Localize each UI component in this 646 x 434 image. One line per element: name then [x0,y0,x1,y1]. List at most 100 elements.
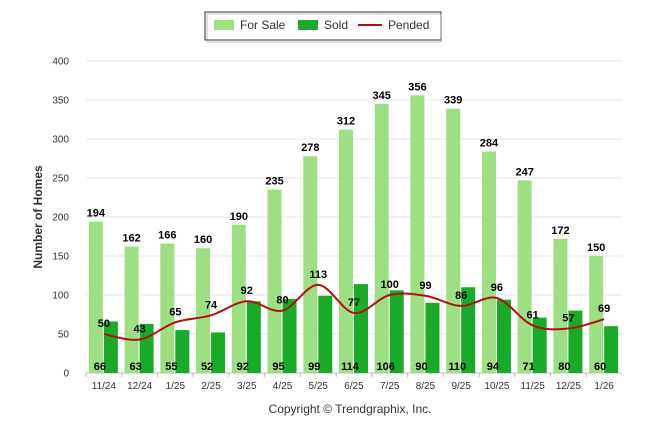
data-label-for-sale: 190 [230,211,248,223]
bar-sold [211,332,226,373]
bar-sold [496,299,511,373]
y-tick-label: 350 [52,96,69,107]
legend-swatch-for-sale [214,20,234,30]
bar-for-sale [446,108,461,373]
y-tick-label: 150 [52,252,69,263]
bar-sold [175,330,190,373]
x-tick-label: 11/24 [92,381,117,392]
data-label-sold: 63 [129,361,141,373]
bar-for-sale [267,189,282,373]
data-label-for-sale: 345 [373,90,391,102]
y-tick-label: 250 [52,174,69,185]
x-tick-label: 1/26 [594,381,614,392]
bar-for-sale [589,256,604,373]
data-label-sold: 110 [448,361,466,373]
data-label-for-sale: 160 [194,234,212,246]
data-label-for-sale: 339 [444,95,462,107]
data-label-sold: 60 [594,361,606,373]
x-tick-label: 3/25 [237,381,257,392]
bar-for-sale [339,129,353,373]
legend-label-for-sale: For Sale [240,18,286,32]
y-tick-label: 0 [63,369,69,380]
legend-box [204,11,442,41]
legend-label-sold: Sold [324,18,348,32]
data-label-pended: 100 [381,279,399,291]
data-label-sold: 94 [487,361,500,373]
data-label-pended: 57 [562,313,574,325]
x-tick-label: 11/25 [521,381,546,392]
data-label-for-sale: 235 [265,176,283,188]
data-label-for-sale: 247 [515,166,533,178]
bar-for-sale [160,243,175,373]
data-label-pended: 96 [491,282,503,294]
data-label-pended: 80 [276,295,288,307]
y-axis-label: Number of Homes [31,165,45,269]
data-label-sold: 52 [201,361,213,373]
bars [88,95,619,374]
data-label-sold: 99 [308,361,320,373]
y-tick-label: 200 [52,213,69,224]
data-label-sold: 95 [272,361,284,373]
x-tick-label: 7/25 [380,381,400,392]
bar-for-sale [303,156,318,373]
data-label-pended: 65 [169,306,181,318]
data-label-sold: 92 [237,361,249,373]
data-label-pended: 61 [527,309,539,321]
data-label-sold: 106 [377,361,395,373]
bar-for-sale [481,151,496,373]
bar-sold [425,302,440,373]
x-tick-label: 9/25 [451,381,471,392]
bar-for-sale [196,248,211,373]
x-axis-ticks: 11/24 12/24 1/25 2/25 3/25 4/25 5/25 6/25 7/25 8/… [85,373,614,392]
bar-sold [604,326,619,373]
data-label-pended: 86 [455,290,467,302]
x-tick-label: 5/25 [309,381,329,392]
legend-label-pended: Pended [388,18,429,32]
data-label-pended: 77 [348,297,360,309]
bar-for-sale [517,180,532,373]
bar-for-sale [374,103,389,374]
x-tick-label: 6/25 [344,381,364,392]
bar-sold [389,290,404,373]
data-label-pended: 69 [598,303,610,315]
data-label-for-sale: 356 [408,81,426,93]
data-label-pended: 74 [205,299,218,311]
x-tick-label: 10/25 [484,381,509,392]
pended-series-line [103,283,605,341]
y-tick-label: 400 [52,57,69,68]
data-label-pended: 99 [419,280,431,292]
y-tick-label: 300 [52,135,69,146]
bar-sold [282,298,297,373]
data-label-sold: 71 [523,361,535,373]
pended-line [103,283,605,341]
y-axis-ticks: 0 50 100 150 200 250 300 350 400 [52,57,69,380]
x-tick-label: 8/25 [416,381,436,392]
x-tick-label: 12/25 [556,381,581,392]
data-label-for-sale: 150 [587,242,605,254]
data-label-for-sale: 194 [87,208,106,220]
bar-sold [461,287,476,373]
data-label-for-sale: 166 [158,230,176,242]
data-label-sold: 80 [558,361,570,373]
bar-sold [532,317,547,373]
data-labels: 194 66 162 63 166 55 160 52 190 92 235 95 278 99 312 11… [87,81,611,373]
bar-sold [318,295,333,373]
x-tick-label: 12/24 [127,381,152,392]
copyright-footer: Copyright © Trendgraphix, Inc. [269,402,432,416]
bar-for-sale [231,224,246,373]
data-label-pended: 113 [309,269,327,281]
bar-for-sale [410,95,425,373]
data-label-pended: 92 [241,285,253,297]
bar-for-sale [88,221,103,373]
y-tick-label: 100 [52,291,69,302]
x-tick-label: 2/25 [201,381,221,392]
bar-for-sale [553,238,568,373]
legend-shadow [206,13,442,43]
y-tick-label: 50 [58,330,70,341]
data-label-pended: 50 [98,318,110,330]
data-label-for-sale: 172 [551,225,569,237]
data-label-for-sale: 162 [122,233,140,245]
legend-swatch-sold [298,20,318,30]
bar-sold [246,301,261,373]
